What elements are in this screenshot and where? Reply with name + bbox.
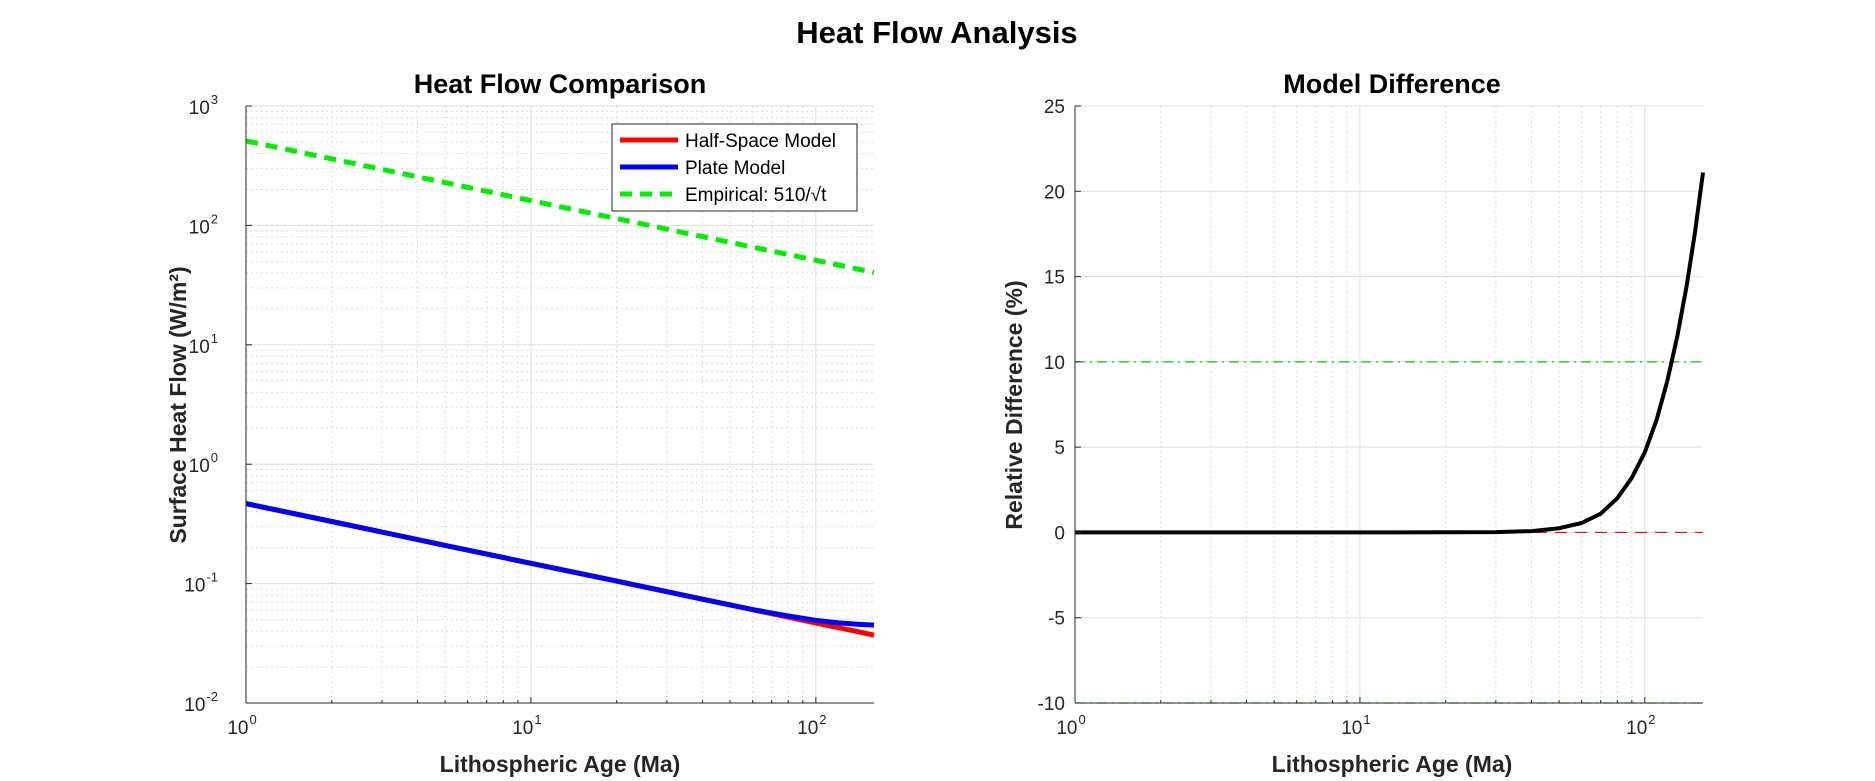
y-tick-label: -10 [1038,694,1065,715]
y-tick-exponent: 3 [211,92,218,107]
series-layer [245,138,875,638]
series-line [245,138,875,275]
y-tick-label: 5 [1054,438,1065,459]
x-axis-label: Lithospheric Age (Ma) [1272,751,1513,777]
x-tick-exponent: 0 [1078,712,1085,727]
series-line [245,501,875,628]
x-tick-exponent: 2 [819,712,826,727]
y-axis-label: Relative Difference (%) [1001,280,1027,529]
y-tick-label: 25 [1044,97,1065,118]
legend-entry: Half-Space Model [685,131,836,152]
legend-entry: Empirical: 510/√t [685,185,827,206]
x-tick-exponent: 1 [534,712,541,727]
x-axis-label: Lithospheric Age (Ma) [440,751,681,777]
axes-frame [245,105,874,704]
figure-title: Heat Flow Analysis [796,15,1077,50]
legend-entry: Plate Model [685,158,785,179]
y-axis-label: Surface Heat Flow (W/m²) [165,266,191,543]
axes-title: Heat Flow Comparison [414,69,707,99]
y-tick-label: 0 [1054,523,1065,544]
series-layer [1075,172,1705,535]
y-tick-label: 10 [1044,353,1065,374]
y-tick-exponent: -2 [206,689,218,704]
x-tick-exponent: 0 [249,712,256,727]
y-tick-exponent: 1 [211,331,218,346]
series-line [1075,172,1705,535]
y-tick-label: 20 [1044,182,1065,203]
x-tick-exponent: 1 [1363,712,1370,727]
legend: Half-Space Model Plate Model Empirical: 51… [611,123,858,212]
y-tick-exponent: 0 [211,450,218,465]
x-tick-exponent: 2 [1648,712,1655,727]
y-tick-exponent: 2 [211,211,218,226]
y-tick-exponent: -1 [206,570,218,585]
axes-frame [1074,105,1703,704]
y-tick-label: 15 [1044,268,1065,289]
y-tick-label: -5 [1048,609,1065,630]
axes-title: Model Difference [1283,69,1501,99]
